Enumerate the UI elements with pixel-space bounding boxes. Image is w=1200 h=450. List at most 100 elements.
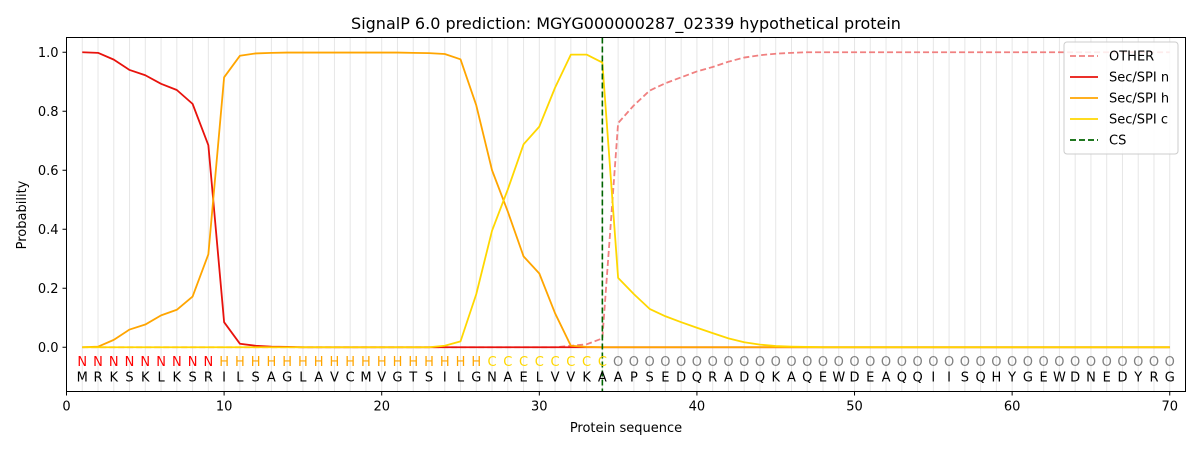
x-tick-label: 30 [531,400,548,415]
residue-label: L [157,370,165,385]
residue-label: Q [755,370,765,385]
residue-label: A [614,370,623,385]
region-label: H [471,355,481,370]
x-tick-label: 60 [1004,400,1021,415]
residue-label: K [173,370,182,385]
residue-label: A [314,370,323,385]
region-label: N [109,355,119,370]
sequence-labels: NMNRNKNSNKNLNKNSNRHIHLHSHAHGHLHAHVHCHMHV… [77,355,1175,385]
y-tick-label: 0.6 [38,164,59,179]
y-tick-label: 0.0 [38,341,59,356]
region-label: O [1102,355,1112,370]
grid-lines [81,37,1171,392]
chart-title: SignalP 6.0 prediction: MGYG000000287_02… [351,14,901,34]
region-label: O [613,355,623,370]
region-label: H [219,355,229,370]
region-label: H [408,355,418,370]
y-axis-label: Probability [15,180,30,249]
residue-label: S [125,370,133,385]
residue-label: D [850,370,860,385]
region-label: O [1149,355,1159,370]
region-label: C [487,355,496,370]
region-label: O [802,355,812,370]
residue-label: S [251,370,259,385]
residue-label: G [1023,370,1033,385]
x-tick-label: 0 [62,400,70,415]
residue-label: A [503,370,512,385]
residue-label: D [676,370,686,385]
region-label: N [77,355,87,370]
residue-label: I [222,370,226,385]
region-label: O [771,355,781,370]
region-label: O [928,355,938,370]
legend-label: Sec/SPI h [1109,92,1169,107]
residue-label: W [1053,370,1066,385]
region-label: H [298,355,308,370]
residue-label: G [1165,370,1175,385]
residue-label: W [832,370,845,385]
region-label: H [330,355,340,370]
residue-label: K [141,370,150,385]
legend: OTHER Sec/SPI n Sec/SPI h Sec/SPI c CS [1063,41,1179,155]
region-label: O [1070,355,1080,370]
region-label: H [345,355,355,370]
region-label: C [598,355,607,370]
region-label: O [755,355,765,370]
residue-label: E [1040,370,1048,385]
legend-label: OTHER [1109,50,1154,65]
x-axis-label: Protein sequence [570,421,682,436]
plot-area [82,37,1170,392]
region-label: N [156,355,166,370]
residue-label: L [299,370,307,385]
region-label: O [660,355,670,370]
region-label: H [440,355,450,370]
region-label: O [818,355,828,370]
residue-label: M [360,370,371,385]
y-tick-label: 1.0 [38,46,59,61]
region-label: N [188,355,198,370]
region-label: O [960,355,970,370]
residue-label: Q [897,370,907,385]
region-label: H [393,355,403,370]
residue-label: E [519,370,527,385]
residue-label: K [771,370,780,385]
region-label: O [786,355,796,370]
region-label: H [424,355,434,370]
region-label: O [1039,355,1049,370]
residue-label: R [708,370,717,385]
residue-label: P [630,370,638,385]
residue-label: I [931,370,935,385]
residue-label: Y [1007,370,1016,385]
region-label: H [377,355,387,370]
region-label: N [140,355,150,370]
region-label: O [1023,355,1033,370]
region-label: H [235,355,245,370]
residue-label: S [425,370,433,385]
region-label: O [944,355,954,370]
x-axis-ticks: 0 10 20 30 40 50 60 70 [62,391,1178,415]
x-tick-label: 50 [846,400,863,415]
residue-label: G [392,370,402,385]
residue-label: V [377,370,386,385]
residue-label: S [646,370,654,385]
region-label: C [535,355,544,370]
region-label: O [692,355,702,370]
x-tick-label: 70 [1161,400,1178,415]
residue-label: L [457,370,465,385]
legend-label: Sec/SPI n [1109,71,1169,86]
residue-label: R [204,370,213,385]
region-label: C [503,355,512,370]
y-axis-ticks: 0.0 0.2 0.4 0.6 0.8 1.0 [38,46,67,356]
residue-label: M [77,370,88,385]
residue-label: V [551,370,560,385]
region-label: C [566,355,575,370]
residue-label: I [443,370,447,385]
region-label: O [676,355,686,370]
region-label: H [361,355,371,370]
region-label: C [519,355,528,370]
residue-label: I [947,370,951,385]
residue-label: Q [912,370,922,385]
region-label: O [1117,355,1127,370]
residue-label: A [724,370,733,385]
region-label: O [1165,355,1175,370]
